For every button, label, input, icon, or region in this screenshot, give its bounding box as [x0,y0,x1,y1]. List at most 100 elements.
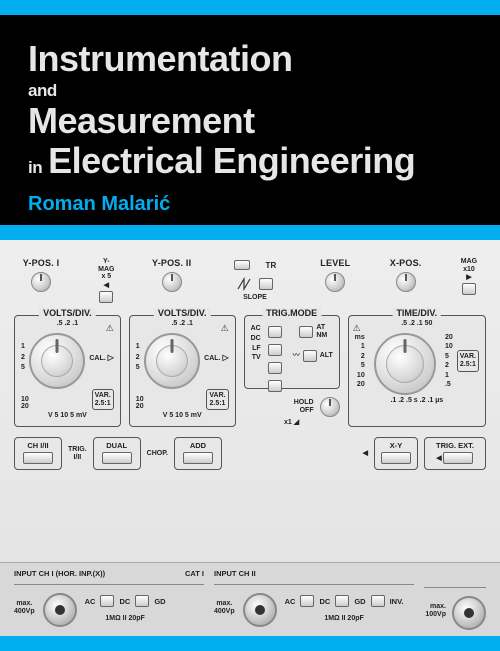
title-band: Instrumentation and Measurement inElectr… [0,15,500,225]
mag-block: MAG x10 ▶ [452,258,486,297]
xy-button[interactable] [381,452,411,464]
ch1-imp: 1MΩ II 20pF [105,615,144,623]
ch1-ac: AC [85,597,96,606]
ymag-button[interactable] [99,291,113,303]
trig-ac-button[interactable] [268,326,282,338]
ch2-gd: GD [354,597,365,606]
ch2-bnc[interactable] [243,593,277,627]
slope-button[interactable] [259,278,273,290]
ch2-inv: INV. [390,597,404,606]
level-knob[interactable] [325,272,345,292]
trig-atnm-label: AT NM [316,324,327,339]
ext-max: max. 100Vp [425,603,446,618]
ch12-button[interactable] [23,452,53,464]
xy-arrow: ◀ [363,450,368,458]
chop-label: CHOP. [147,450,168,458]
divider [214,584,414,585]
timediv-left: ms1251020 [355,333,365,390]
title-subject: Electrical Engineering [48,140,415,181]
ypos1-block: Y-POS. I [14,258,68,292]
trigmode-buttons [267,324,283,394]
slope-icon [236,277,254,291]
timediv-group: TIME/DIV. .5 .2 .1 50 ms1251020 2010521.… [348,315,486,427]
tr-label: TR [265,261,276,270]
divider [424,587,486,588]
ch1-gd: GD [154,597,165,606]
xy-group: X-Y [374,437,418,470]
tr-button[interactable] [234,260,250,270]
oscilloscope-panel: Y-POS. I Y- MAG x 5 ◀ Y-POS. II TR [0,240,500,636]
add-group: ADD [174,437,222,470]
ch2-inv-button[interactable] [371,595,385,607]
xy-label: X-Y [379,441,413,450]
ymag-label: Y- MAG x 5 [98,258,114,281]
trig-atnm-button[interactable] [299,326,313,338]
timediv-knob[interactable] [374,333,436,395]
ch2-acdc-button[interactable] [300,595,314,607]
divider [14,584,204,585]
input-ext: max. 100Vp [424,569,486,630]
trig-lf-button[interactable] [268,362,282,374]
voltsdiv1-left: 125 [21,342,25,374]
warning-icon [106,318,116,327]
ch1-title: INPUT CH I (HOR. INP.(X)) [14,569,105,578]
voltsdiv1-bottom: V 5 10 5 mV [21,412,114,419]
ymag-block: Y- MAG x 5 ◀ [90,258,122,305]
author-name: Roman Malarić [28,193,472,216]
xpos-knob[interactable] [396,272,416,292]
input-ch1: INPUT CH I (HOR. INP.(X)) CAT I max. 400… [14,569,204,627]
title-and: and [28,81,472,101]
book-cover: Instrumentation and Measurement inElectr… [0,0,500,651]
trigext-button[interactable] [443,452,473,464]
voltsdiv2-knob[interactable] [144,333,200,389]
timediv-bottom: .1 .2 .5 s .2 .1 µs [355,397,479,404]
trigmode-title: TRIG.MODE [262,308,321,318]
dual-button[interactable] [102,452,132,464]
title-line-1: Instrumentation [28,41,472,77]
mag-label: MAG x10 [461,258,477,273]
voltsdiv2-bottom: V 5 10 5 mV [136,412,229,419]
trigext-arrow: ◀ [436,455,441,462]
trig-alt-label: ALT [320,352,333,360]
voltsdiv1-knob[interactable] [29,333,85,389]
trigmode-col: TRIG.MODE ACDCLFTV AT NM 〰ALT [244,315,340,427]
ch1-dc: DC [119,597,130,606]
voltsdiv2-leftb: 1020 [136,396,144,410]
add-label: ADD [179,441,217,450]
ext-bnc[interactable] [452,596,486,630]
ypos2-knob[interactable] [162,272,182,292]
ch1-acdc-button[interactable] [100,595,114,607]
bottom-controls: CH I/II TRIG. I/II DUAL CHOP. ADD ◀ X-Y … [14,437,486,470]
ch2-gd-button[interactable] [335,595,349,607]
timediv-top: .5 .2 .1 50 [355,320,479,327]
trig12-label: TRIG. I/II [68,446,87,461]
ch12-group: CH I/II [14,437,62,470]
level-block: LEVEL [311,258,359,292]
ch1-gd-button[interactable] [135,595,149,607]
ypos1-label: Y-POS. I [23,258,60,268]
trig-dc-button[interactable] [268,344,282,356]
holdoff-knob[interactable] [320,397,340,417]
mag-button[interactable] [462,283,476,295]
ch2-imp: 1MΩ II 20pF [324,615,363,623]
trig-alt-button[interactable] [303,350,317,362]
top-knob-row: Y-POS. I Y- MAG x 5 ◀ Y-POS. II TR [14,258,486,305]
voltsdiv1-leftb: 1020 [21,396,29,410]
voltsdiv2-top: .5 .2 .1 [136,320,229,327]
main-row: VOLTS/DIV. .5 .2 .1 125 CAL. ▷ 1020 VAR.… [14,315,486,427]
ymag-arrow: ◀ [104,281,109,289]
ypos1-knob[interactable] [31,272,51,292]
ch2-ac: AC [285,597,296,606]
dual-group: DUAL [93,437,141,470]
input-ch2: INPUT CH II max. 400Vp AC DC GD [214,569,414,627]
voltsdiv2-group: VOLTS/DIV. .5 .2 .1 125 CAL. ▷ 1020 VAR.… [129,315,236,427]
voltsdiv1-label: VOLTS/DIV. [39,308,96,318]
title-line-3: inElectrical Engineering [28,143,472,179]
voltsdiv1-group: VOLTS/DIV. .5 .2 .1 125 CAL. ▷ 1020 VAR.… [14,315,121,427]
level-label: LEVEL [320,258,350,268]
ypos2-block: Y-POS. II [145,258,199,292]
dual-label: DUAL [98,441,136,450]
ch1-bnc[interactable] [43,593,77,627]
trig-tv-button[interactable] [268,380,282,392]
add-button[interactable] [183,452,213,464]
